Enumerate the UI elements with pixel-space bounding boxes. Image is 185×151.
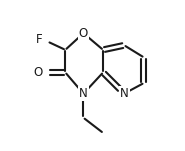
Text: O: O xyxy=(79,27,88,40)
Text: N: N xyxy=(79,87,88,100)
Text: O: O xyxy=(33,66,43,79)
Text: N: N xyxy=(120,87,129,100)
Text: F: F xyxy=(36,33,43,46)
